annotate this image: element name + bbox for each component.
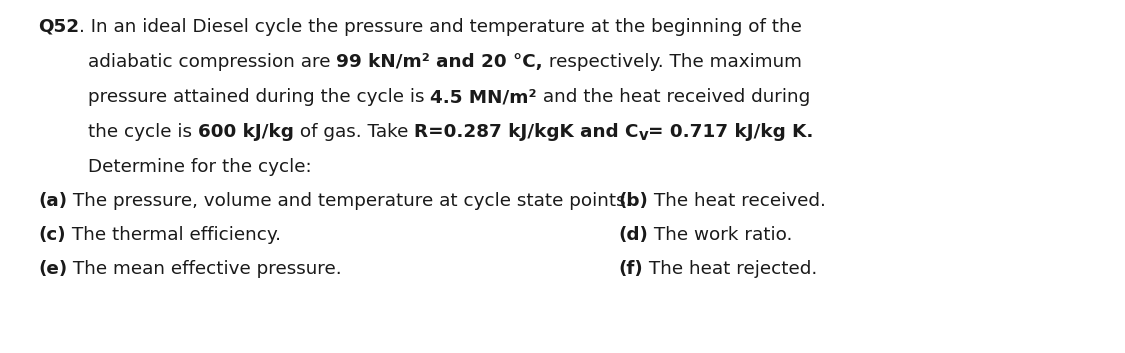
Text: the cycle is: the cycle is bbox=[88, 123, 198, 141]
Text: Q52: Q52 bbox=[38, 18, 79, 36]
Text: (b): (b) bbox=[618, 192, 648, 210]
Text: The work ratio.: The work ratio. bbox=[648, 226, 792, 244]
Text: (f): (f) bbox=[618, 260, 642, 278]
Text: (e): (e) bbox=[38, 260, 68, 278]
Text: and the heat received during: and the heat received during bbox=[537, 88, 810, 106]
Text: . In an ideal Diesel cycle the pressure and temperature at the beginning of the: . In an ideal Diesel cycle the pressure … bbox=[79, 18, 802, 36]
Text: 99 kN/m² and 20 °C,: 99 kN/m² and 20 °C, bbox=[336, 53, 543, 71]
Text: The pressure, volume and temperature at cycle state points.: The pressure, volume and temperature at … bbox=[68, 192, 631, 210]
Text: (d): (d) bbox=[618, 226, 648, 244]
Text: Determine for the cycle:: Determine for the cycle: bbox=[88, 158, 312, 176]
Text: (c): (c) bbox=[38, 226, 65, 244]
Text: = 0.717 kJ/kg K.: = 0.717 kJ/kg K. bbox=[648, 123, 813, 141]
Text: 600 kJ/kg: 600 kJ/kg bbox=[198, 123, 294, 141]
Text: v: v bbox=[638, 128, 648, 143]
Text: The heat rejected.: The heat rejected. bbox=[642, 260, 817, 278]
Text: The mean effective pressure.: The mean effective pressure. bbox=[68, 260, 342, 278]
Text: The thermal efficiency.: The thermal efficiency. bbox=[65, 226, 280, 244]
Text: adiabatic compression are: adiabatic compression are bbox=[88, 53, 336, 71]
Text: The heat received.: The heat received. bbox=[648, 192, 826, 210]
Text: R=0.287 kJ/kgK and C: R=0.287 kJ/kgK and C bbox=[414, 123, 638, 141]
Text: of gas. Take: of gas. Take bbox=[294, 123, 414, 141]
Text: 4.5 MN/m²: 4.5 MN/m² bbox=[431, 88, 537, 106]
Text: pressure attained during the cycle is: pressure attained during the cycle is bbox=[88, 88, 431, 106]
Text: (a): (a) bbox=[38, 192, 68, 210]
Text: respectively. The maximum: respectively. The maximum bbox=[543, 53, 802, 71]
